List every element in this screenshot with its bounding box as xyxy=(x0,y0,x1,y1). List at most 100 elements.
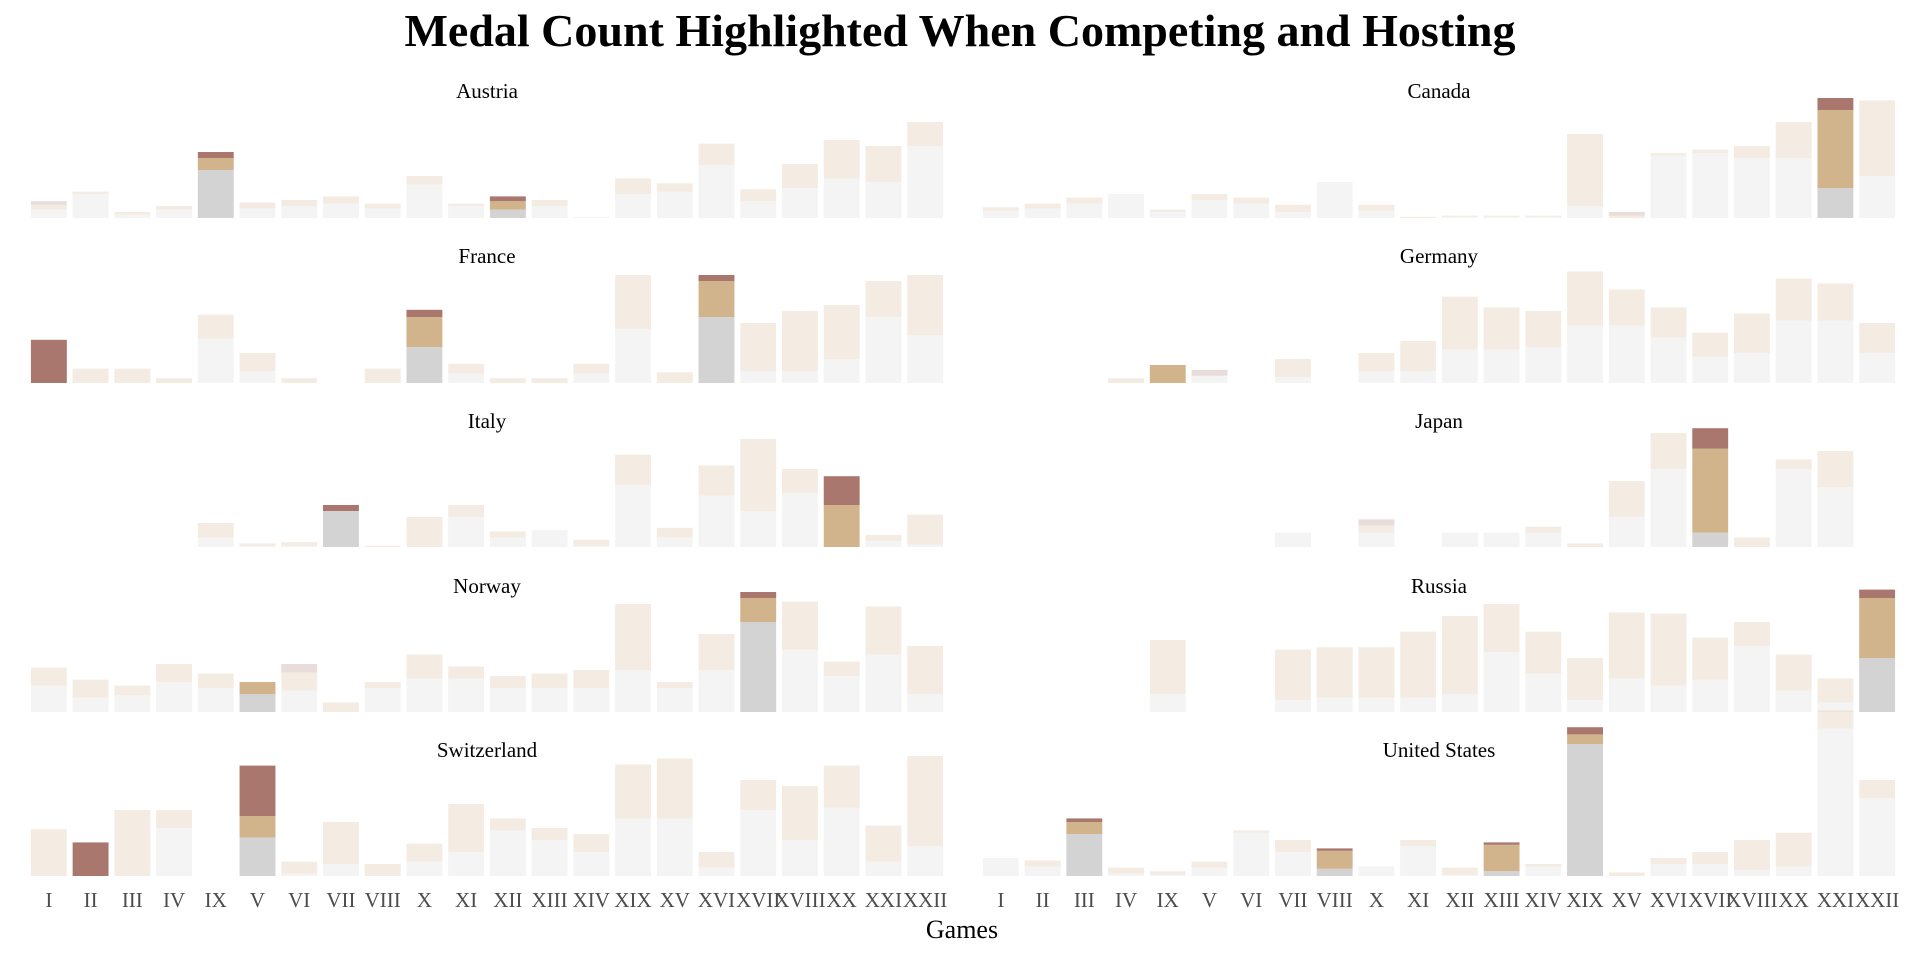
bar-segment xyxy=(1483,844,1520,872)
bar-segment xyxy=(740,323,777,371)
bar-segment xyxy=(1692,864,1729,876)
bar-segment xyxy=(1233,832,1270,876)
x-tick-label: XXII xyxy=(1855,888,1899,912)
bar-segment xyxy=(1859,176,1896,218)
bar-segment xyxy=(1400,840,1437,846)
bar-segment xyxy=(573,688,610,712)
bar-segment xyxy=(1316,848,1353,851)
bar-segment xyxy=(448,517,485,547)
bar-segment xyxy=(1149,212,1186,218)
bar-segment xyxy=(1692,153,1729,218)
bar-segment xyxy=(573,373,610,383)
bar-segment xyxy=(1358,353,1395,371)
bar-segment xyxy=(1775,690,1812,712)
bar-segment xyxy=(1525,216,1562,218)
bar-segment xyxy=(1817,451,1854,487)
bar-segment xyxy=(1734,622,1770,646)
bar-segment xyxy=(1441,216,1478,218)
facet-germany: Germany xyxy=(1108,244,1896,383)
facet-italy: Italy xyxy=(197,409,944,547)
bar-segment xyxy=(406,654,443,679)
bar-segment xyxy=(823,476,860,505)
bar-segment xyxy=(197,152,234,158)
bar-segment xyxy=(1441,616,1478,694)
bar-segment xyxy=(823,661,860,676)
bar-segment xyxy=(1400,341,1437,371)
bar-segment xyxy=(72,191,109,194)
bar-segment xyxy=(156,209,192,218)
bar-segment xyxy=(1692,149,1729,154)
bar-segment xyxy=(1859,780,1896,798)
bar-segment xyxy=(1358,647,1395,698)
x-tick-label: IV xyxy=(1115,888,1137,912)
bar-segment xyxy=(1400,371,1437,383)
bar-segment xyxy=(489,688,526,712)
bar-segment xyxy=(1734,353,1770,383)
bar-segment xyxy=(1441,874,1478,876)
bar-segment xyxy=(239,816,276,838)
bar-segment xyxy=(740,201,777,218)
bar-segment xyxy=(1525,673,1562,712)
bar-segment xyxy=(1692,356,1729,383)
bar-segment xyxy=(1608,289,1645,326)
bar-segment xyxy=(615,194,651,218)
facet-title: Germany xyxy=(1400,244,1479,268)
bar-segment xyxy=(156,682,192,712)
bar-segment xyxy=(1650,155,1687,218)
bar-segment xyxy=(1358,371,1395,383)
bar-segment xyxy=(1734,646,1770,712)
bar-segment xyxy=(1775,459,1812,469)
facet-japan: Japan xyxy=(1275,409,1854,547)
bar-segment xyxy=(1608,481,1645,517)
bar-segment xyxy=(1525,347,1562,383)
bar-segment xyxy=(573,834,610,852)
x-tick-label: IX xyxy=(1157,888,1179,912)
bar-segment xyxy=(114,685,151,696)
bar-segment xyxy=(281,664,318,673)
bar-segment xyxy=(907,646,944,694)
bar-segment xyxy=(1316,697,1353,712)
x-tick-label: II xyxy=(84,888,98,912)
facet-united-states: United States xyxy=(982,710,1896,876)
bar-segment xyxy=(1191,369,1228,376)
bar-segment xyxy=(615,275,651,329)
x-tick-label: VII xyxy=(326,888,355,912)
bar-segment xyxy=(1650,433,1687,469)
bar-segment xyxy=(1775,320,1812,383)
bar-segment xyxy=(698,495,735,547)
bar-segment xyxy=(1275,649,1311,700)
chart-title: Medal Count Highlighted When Competing a… xyxy=(404,5,1515,56)
x-tick-label: IX xyxy=(205,888,227,912)
bar-segment xyxy=(1692,428,1729,449)
bar-segment xyxy=(364,368,401,383)
bar-segment xyxy=(615,818,651,876)
x-tick-label: XIII xyxy=(532,888,568,912)
bar-segment xyxy=(1734,146,1770,158)
bar-segment xyxy=(1608,612,1645,679)
bar-segment xyxy=(30,685,67,712)
bar-segment xyxy=(1233,197,1270,204)
bar-segment xyxy=(823,807,860,876)
bar-segment xyxy=(1734,313,1770,353)
bar-segment xyxy=(30,667,67,686)
bar-segment xyxy=(1734,537,1770,547)
bar-segment xyxy=(907,122,944,146)
bar-segment xyxy=(1692,852,1729,864)
bar-segment xyxy=(1483,349,1520,383)
bar-segment xyxy=(1567,727,1603,735)
bar-segment xyxy=(489,676,526,688)
bar-segment xyxy=(1525,866,1562,876)
bar-segment xyxy=(114,214,151,218)
bar-segment xyxy=(1066,834,1103,876)
bar-segment xyxy=(489,209,526,218)
x-tick-label: XVII xyxy=(1688,888,1732,912)
bar-segment xyxy=(448,678,485,712)
bar-segment xyxy=(531,378,568,383)
bar-segment xyxy=(1734,840,1770,870)
x-tick-label: XXII xyxy=(903,888,947,912)
bar-segment xyxy=(1525,311,1562,347)
x-tick-label: XV xyxy=(1612,888,1642,912)
bar-segment xyxy=(740,189,777,202)
bar-segment xyxy=(156,664,192,682)
bar-segment xyxy=(531,840,568,876)
